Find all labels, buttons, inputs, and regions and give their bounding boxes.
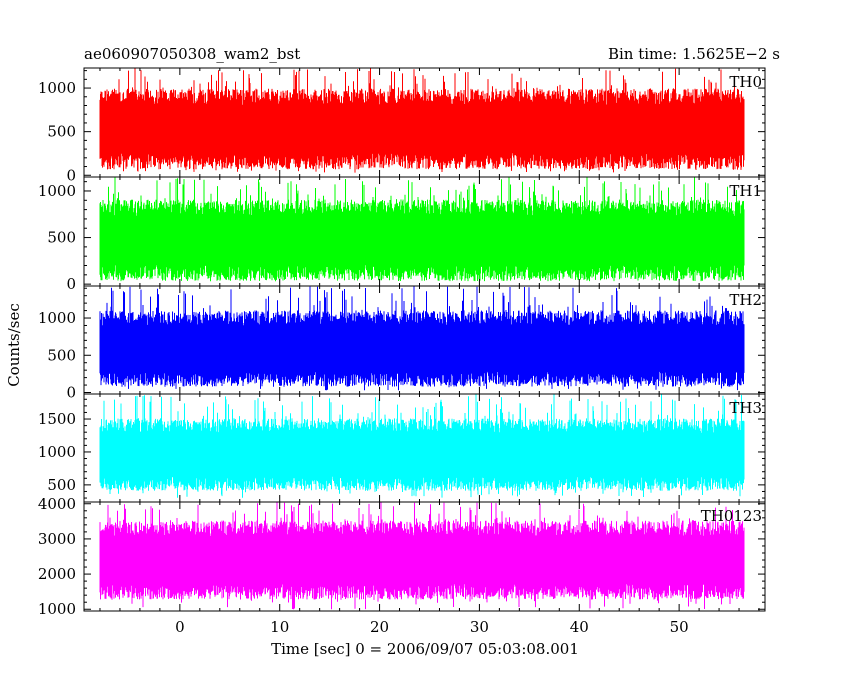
x-tick-label: 20 — [370, 618, 389, 636]
panel-label-th0: TH0 — [729, 73, 762, 91]
bin-time-label: Bin time: 1.5625E−2 s — [608, 45, 780, 63]
y-tick-label: 3000 — [38, 530, 76, 548]
panel-frame — [83, 501, 766, 612]
panel-th2: 0 500 1000 TH2 — [38, 285, 766, 402]
panel-label-th0123: TH0123 — [701, 507, 762, 525]
y-tick-label: 1000 — [38, 309, 76, 327]
series-th0 — [99, 68, 745, 173]
x-tick-label: 30 — [470, 618, 489, 636]
panel-label-th1: TH1 — [729, 182, 762, 200]
y-tick-label: 500 — [47, 346, 76, 364]
y-tick-label: 4000 — [38, 495, 76, 513]
panel-th3: 500 1000 1500 TH3 — [38, 393, 766, 503]
y-tick-label: 500 — [47, 476, 76, 494]
x-tick-label: 40 — [570, 618, 589, 636]
panel-label-th3: TH3 — [729, 399, 762, 417]
x-axis-label: Time [sec] 0 = 2006/09/07 05:03:08.001 — [271, 640, 579, 658]
x-tick-label: 0 — [175, 618, 185, 636]
y-tick-label: 1500 — [38, 410, 76, 428]
y-tick-label: 500 — [47, 123, 76, 141]
panel-th0123: 1000 2000 3000 4000 TH0123 — [38, 495, 766, 618]
y-tick-label: 1000 — [38, 182, 76, 200]
panel-th1: 0 500 1000 TH1 — [38, 176, 766, 293]
y-tick-label: 500 — [47, 229, 76, 247]
y-axis-label: Counts/sec — [5, 303, 23, 387]
series-th3 — [99, 394, 745, 498]
x-tick-label: 10 — [270, 618, 289, 636]
y-tick-label: 0 — [66, 384, 76, 402]
series-th1 — [99, 177, 745, 282]
y-tick-label: 1000 — [38, 443, 76, 461]
panel-th0: 0 500 1000 TH0 — [38, 67, 766, 184]
y-tick-label: 1000 — [38, 79, 76, 97]
series-th2 — [99, 286, 745, 391]
panel-label-th2: TH2 — [729, 291, 762, 309]
chart-title: ae060907050308_wam2_bst — [84, 45, 300, 63]
x-tick-label: 50 — [670, 618, 689, 636]
y-tick-label: 2000 — [38, 565, 76, 583]
y-tick-label: 0 — [66, 275, 76, 293]
y-tick-label: 0 — [66, 166, 76, 184]
series-th0123 — [99, 502, 745, 610]
y-tick-label: 1000 — [38, 600, 76, 618]
